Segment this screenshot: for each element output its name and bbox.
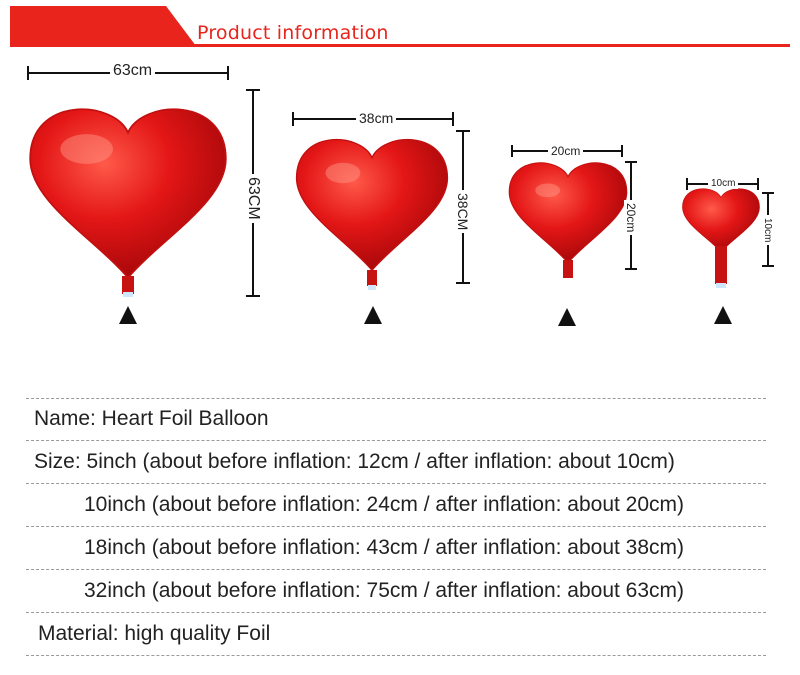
product-name: Name: Heart Foil Balloon: [34, 407, 269, 430]
height-label-mini: 10cm: [762, 215, 773, 246]
size-32inch: 32inch (about before inflation: 75cm / a…: [84, 579, 685, 602]
balloon-neck-large: [122, 276, 134, 294]
balloon-heart-small: [508, 162, 628, 264]
header-red-tab: [10, 6, 196, 46]
info-row-size-18: 18inch (about before inflation: 43cm / a…: [26, 527, 766, 570]
header-title: Product information: [197, 22, 389, 44]
balloon-heart-large: [29, 108, 227, 279]
arrow-up-icon: [364, 306, 382, 324]
height-label-medium: 38CM: [455, 190, 471, 234]
product-material: Material: high quality Foil: [38, 622, 271, 645]
info-row-size-10: 10inch (about before inflation: 24cm / a…: [26, 484, 766, 527]
header-underline: [10, 44, 790, 47]
balloon-neck-mini: [715, 246, 727, 284]
arrow-up-icon: [119, 306, 137, 324]
info-row-size-5: Size: 5inch (about before inflation: 12c…: [26, 441, 766, 484]
balloon-valve-medium: [368, 285, 376, 290]
height-label-small: 20cm: [624, 200, 638, 236]
balloon-neck-medium: [367, 270, 377, 286]
info-top-divider: [26, 398, 766, 399]
info-row-material: Material: high quality Foil: [26, 613, 766, 656]
product-info-header: Product information: [0, 0, 800, 60]
info-row-name: Name: Heart Foil Balloon: [26, 398, 766, 441]
balloon-valve-large: [123, 292, 133, 297]
balloon-heart-medium: [295, 138, 449, 271]
width-label-medium: 38cm: [356, 110, 397, 126]
balloons-illustration: [27, 66, 774, 326]
size-10inch: 10inch (about before inflation: 24cm / a…: [84, 493, 685, 516]
arrow-up-icon: [558, 308, 576, 326]
size-18inch: 18inch (about before inflation: 43cm / a…: [84, 536, 685, 559]
width-label-mini: 10cm: [708, 178, 739, 189]
balloon-heart-mini: [682, 188, 760, 253]
info-row-size-32: 32inch (about before inflation: 75cm / a…: [26, 570, 766, 613]
balloon-valve-mini: [716, 283, 726, 288]
height-label-large: 63CM: [244, 174, 262, 223]
balloon-neck-small: [563, 260, 573, 278]
header-banner: [10, 6, 790, 47]
size-5inch: Size: 5inch (about before inflation: 12c…: [34, 450, 675, 473]
width-label-small: 20cm: [548, 144, 584, 158]
width-label-large: 63cm: [110, 62, 156, 80]
arrow-up-icon: [714, 306, 732, 324]
